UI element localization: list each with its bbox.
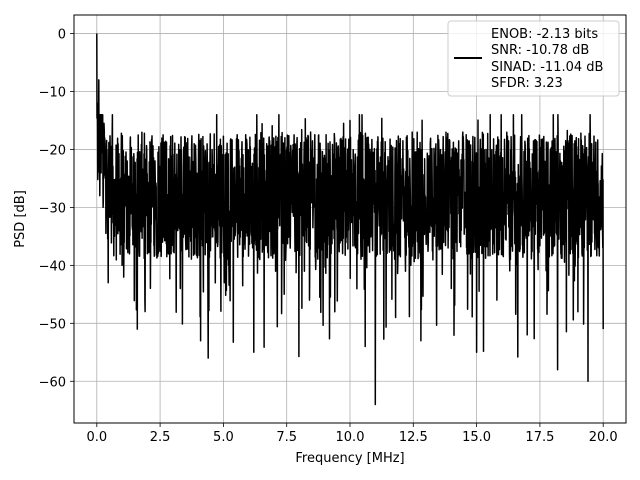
- x-tick-label: 0.0: [86, 430, 107, 445]
- y-tick-label: −60: [39, 375, 66, 390]
- legend-line-sinad: SINAD: -11.04 dB: [491, 60, 603, 75]
- x-tick-label: 15.0: [462, 430, 491, 445]
- x-axis-ticks: 0.0 2.5 5.0 7.5 10.0 12.5 15.0 17.5 20.0: [86, 423, 618, 445]
- psd-series-line: [96, 33, 604, 406]
- x-tick-label: 20.0: [589, 430, 618, 445]
- legend-line-snr: SNR: -10.78 dB: [491, 43, 589, 58]
- x-tick-label: 17.5: [525, 430, 554, 445]
- legend-line-enob: ENOB: -2.13 bits: [491, 27, 598, 42]
- x-tick-label: 7.5: [276, 430, 297, 445]
- x-axis-label: Frequency [MHz]: [295, 451, 404, 466]
- x-tick-label: 12.5: [399, 430, 428, 445]
- y-tick-label: −40: [39, 259, 66, 274]
- series-group: [96, 33, 604, 406]
- x-tick-label: 10.0: [336, 430, 365, 445]
- legend: ENOB: -2.13 bits SNR: -10.78 dB SINAD: -…: [447, 20, 620, 97]
- y-tick-label: 0: [58, 28, 66, 43]
- y-axis-ticks: 0 −10 −20 −30 −40 −50 −60: [39, 28, 74, 390]
- x-tick-label: 2.5: [150, 430, 171, 445]
- legend-line-sfdr: SFDR: 3.23: [491, 76, 563, 91]
- y-tick-label: −30: [39, 201, 66, 216]
- x-tick-label: 5.0: [213, 430, 234, 445]
- y-tick-label: −20: [39, 143, 66, 158]
- y-tick-label: −50: [39, 317, 66, 332]
- legend-box: [447, 20, 620, 97]
- y-tick-label: −10: [39, 86, 66, 101]
- y-axis-label: PSD [dB]: [13, 190, 28, 248]
